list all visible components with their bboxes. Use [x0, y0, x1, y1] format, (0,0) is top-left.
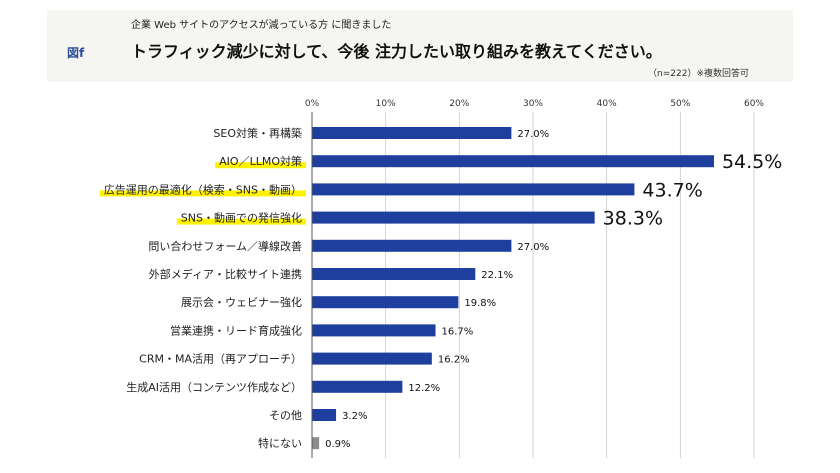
category-label: その他	[269, 409, 302, 422]
category-label: SNS・動画での発信強化	[181, 211, 302, 225]
bar	[312, 324, 436, 337]
data-label: 38.3%	[603, 208, 663, 230]
chart-header: 図f 企業 Web サイトのアクセスが減っている方 に聞きました トラフィック減…	[47, 10, 793, 82]
x-tick-label: 30%	[523, 99, 543, 109]
bar	[312, 268, 476, 280]
bar	[312, 352, 432, 365]
data-label: 19.8%	[464, 298, 496, 309]
data-label: 54.5%	[722, 151, 782, 173]
bar	[312, 155, 714, 168]
bar	[312, 409, 337, 421]
category-label: 問い合わせフォーム／導線改善	[148, 239, 302, 253]
x-tick-label: 50%	[670, 99, 690, 109]
category-label: 広告運用の最適化（検索・SNS・動画）	[104, 182, 302, 196]
bar	[312, 380, 403, 393]
x-tick-label: 60%	[744, 99, 764, 109]
x-tick-label: 10%	[376, 99, 396, 109]
category-label: AIO／LLMO対策	[219, 154, 302, 168]
bar	[312, 296, 459, 309]
data-label: 22.1%	[481, 270, 513, 281]
bar	[312, 437, 320, 450]
data-label: 16.7%	[442, 326, 474, 337]
bar	[312, 127, 512, 139]
category-label: CRM・MA活用（再アプローチ）	[139, 353, 302, 366]
category-label: 展示会・ウェビナー強化	[181, 295, 302, 309]
data-label: 16.2%	[438, 355, 470, 366]
chart-subtitle: 企業 Web サイトのアクセスが減っている方 に聞きました	[131, 20, 392, 31]
category-label: 特にない	[258, 436, 302, 450]
label-highlight	[99, 190, 306, 197]
category-label: 外部メディア・比較サイト連携	[149, 267, 302, 281]
data-label: 12.2%	[408, 383, 440, 394]
figure-label: 図f	[67, 46, 85, 60]
bar	[312, 211, 595, 224]
data-label: 0.9%	[325, 439, 350, 450]
chart-title: トラフィック減少に対して、今後 注力したい取り組みを教えてください。	[131, 42, 662, 61]
category-label: SEO対策・再構築	[213, 126, 302, 140]
category-label: 営業連携・リード育成強化	[170, 323, 302, 337]
category-label: 生成AI活用（コンテンツ作成など）	[126, 380, 302, 394]
x-tick-label: 20%	[449, 99, 469, 109]
label-highlight	[176, 218, 306, 225]
bar	[312, 239, 512, 252]
sample-note: （n=222）※複数回答可	[648, 69, 749, 79]
label-highlight	[215, 162, 306, 169]
data-label: 27.0%	[517, 129, 549, 140]
bar	[312, 183, 635, 196]
x-tick-label: 0%	[305, 99, 320, 109]
data-label: 27.0%	[517, 242, 549, 253]
data-label: 3.2%	[342, 411, 367, 422]
x-tick-label: 40%	[597, 99, 617, 109]
data-label: 43.7%	[642, 179, 702, 201]
